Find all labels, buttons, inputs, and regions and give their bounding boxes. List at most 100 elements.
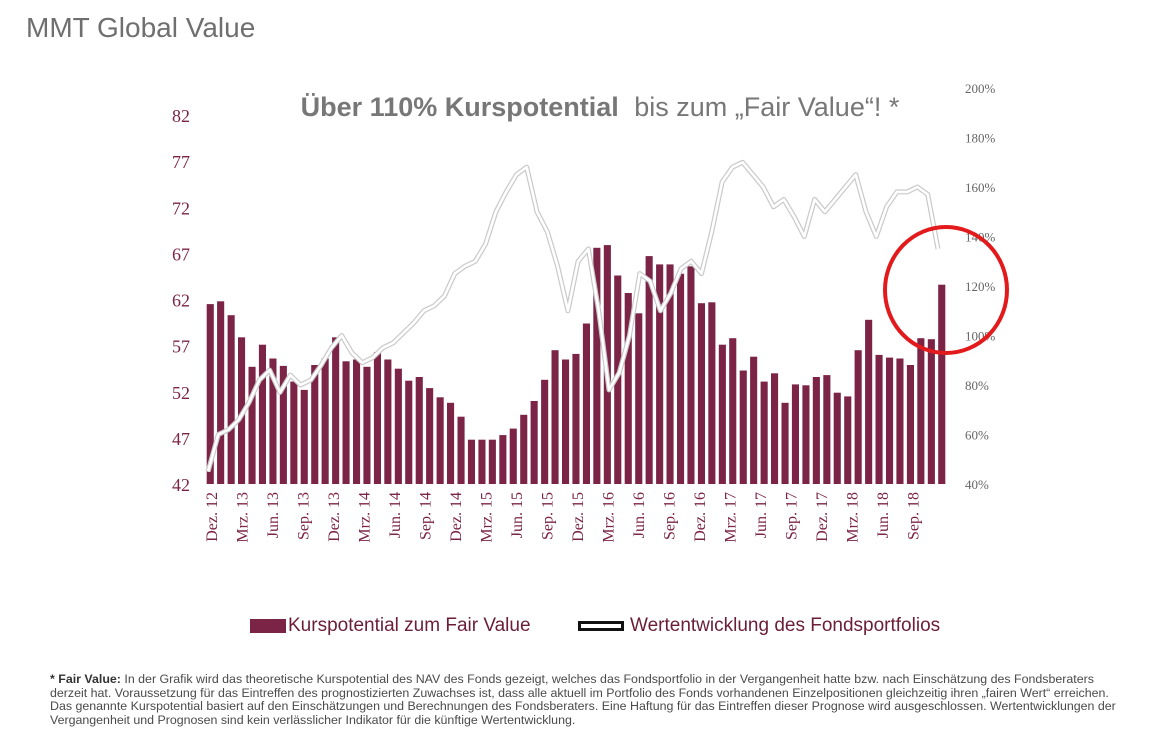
bar [520,414,528,484]
left-axis-tick-label: 42 [172,475,190,495]
x-axis-tick-label: Dez. 13 [326,492,343,542]
chart-title-rest: bis zum „Fair Value“! * [634,92,900,122]
bar [823,375,831,484]
bars-group [206,245,946,484]
x-axis-tick-label: Jun. 15 [509,492,526,538]
bar [206,304,214,484]
bar [833,392,841,484]
bar [812,377,820,484]
legend-bar-swatch [250,619,286,633]
chart-title: Über 110% Kurspotential bis zum „Fair Va… [301,92,900,122]
x-axis-tick-label: Mrz. 15 [479,492,496,543]
x-axis-tick-label: Dez. 17 [814,492,831,542]
x-axis-tick-label: Sep. 13 [296,492,313,540]
footnote: * Fair Value: In der Grafik wird das the… [50,672,1130,727]
x-axis-tick-label: Sep. 15 [540,492,557,540]
x-axis-tick-label: Dez. 12 [204,492,221,542]
bar [290,381,298,484]
bar [248,366,256,484]
bar [666,264,674,484]
bar [927,339,935,484]
bar [342,361,350,484]
highlight-circle [883,225,1009,355]
x-axis-tick-label: Dez. 16 [692,492,709,542]
x-axis-tick-label: Jun. 14 [387,492,404,538]
bar [488,439,496,484]
x-axis-tick-label: Sep. 16 [662,492,679,540]
bar [311,365,319,484]
bar [677,273,685,484]
left-axis-ticks: 82 77 72 67 62 57 52 47 42 [172,106,190,495]
left-axis-tick-label: 52 [172,383,190,403]
bar [300,389,308,484]
footnote-text: In der Grafik wird das theoretische Kurs… [50,672,1116,727]
bar [844,396,852,484]
bar [405,380,413,484]
legend-item-bars: Kurspotential zum Fair Value [250,615,531,637]
legend: Kurspotential zum Fair Value Wertentwick… [0,615,1158,641]
bar [467,439,475,484]
bar [269,358,277,484]
bar [771,373,779,484]
x-axis-tick-label: Jun. 13 [265,492,282,538]
chart: Über 110% Kurspotential bis zum „Fair Va… [172,81,1009,543]
bar [530,401,538,484]
bar [353,359,361,484]
legend-item-line: Wertentwicklung des Fondsportfolios [578,615,940,637]
bar [363,366,371,484]
bar [917,338,925,484]
left-axis-tick-label: 57 [172,337,190,357]
bar [227,315,235,484]
x-axis-tick-label: Sep. 17 [784,492,801,540]
bar [541,379,549,484]
bar [217,301,225,484]
right-axis-tick-label: 160% [965,180,996,195]
right-axis-tick-label: 200% [965,81,996,96]
x-axis-tick-label: Jun. 17 [753,492,770,538]
left-axis-tick-label: 77 [172,152,190,172]
right-axis-tick-label: 100% [965,329,996,344]
legend-line-swatch [578,621,624,631]
bar [415,377,423,484]
x-axis-tick-label: Dez. 15 [570,492,587,542]
bar [729,338,737,484]
bar [624,293,632,484]
right-axis-tick-label: 80% [965,378,989,393]
bar [791,384,799,484]
bar [332,337,340,484]
bar [886,357,894,484]
bar [896,358,904,484]
x-axis-tick-label: Mrz. 17 [723,492,740,543]
bar [750,356,758,484]
bar [865,319,873,484]
series-line [206,161,940,472]
x-axis-tick-label: Mrz. 16 [601,492,618,543]
bar [258,344,266,484]
bar [802,385,810,484]
right-axis-tick-label: 120% [965,279,996,294]
bar [551,350,559,484]
left-axis-tick-label: 67 [172,244,190,264]
x-axis-tick-label: Mrz. 14 [357,492,374,543]
left-axis-tick-label: 82 [172,106,190,126]
left-axis-tick-label: 62 [172,291,190,311]
bar [426,388,434,484]
page-title: MMT Global Value [26,12,256,43]
bar [321,358,329,484]
bar [697,303,705,484]
bar [645,256,653,484]
right-axis-tick-label: 40% [965,477,989,492]
x-axis-tick-label: Mrz. 13 [235,492,252,543]
bar [436,397,444,484]
x-axis-labels: Dez. 12 Mrz. 13 Jun. 13 Sep. 13 Dez. 13 Mrz. … [204,492,923,543]
bar [938,284,946,484]
bar [906,365,914,484]
bar [562,359,570,484]
bar [457,416,465,484]
bar [854,350,862,484]
bar [394,368,402,484]
right-axis-ticks: 200%180%160%140%120%100%80%60%40% [965,81,996,492]
bar [687,266,695,484]
bar [572,353,580,484]
bar [509,428,517,484]
